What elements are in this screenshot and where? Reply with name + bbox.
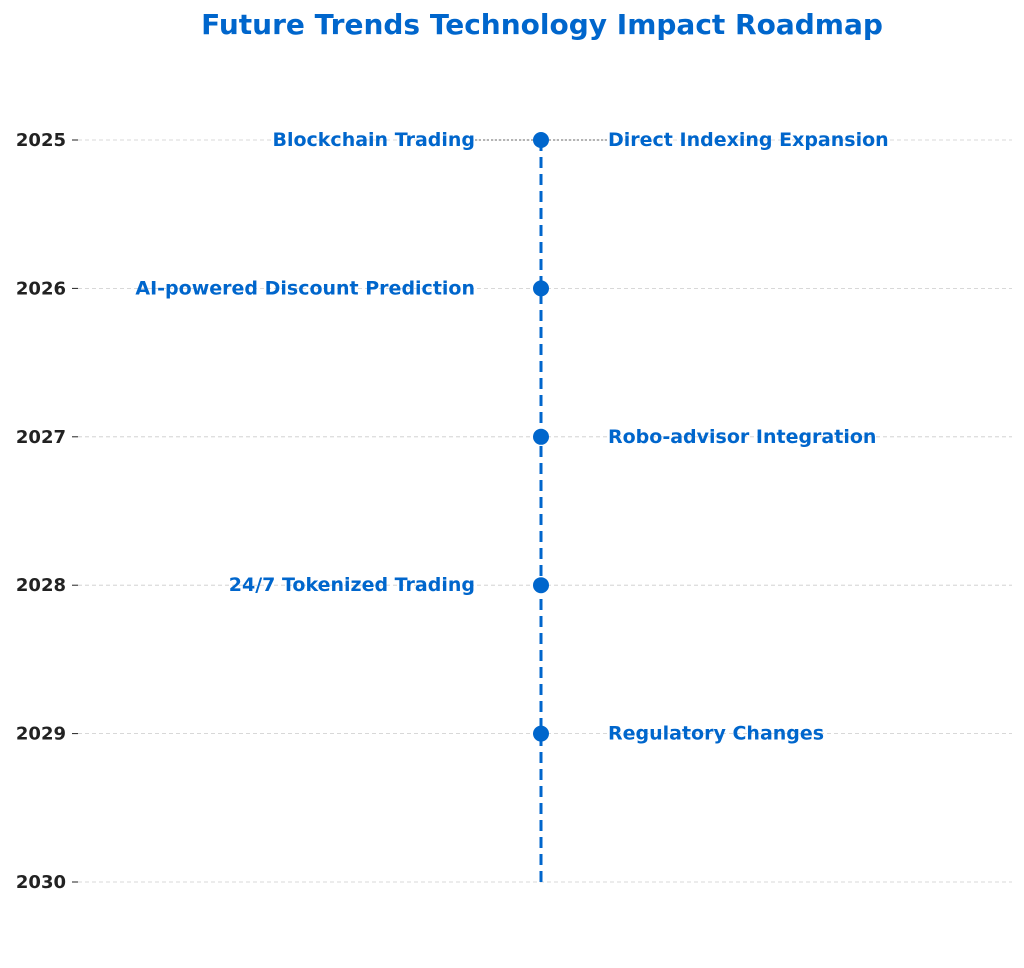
y-tick-label: 2030	[16, 872, 66, 893]
marker-layer	[533, 132, 549, 742]
event-label: Blockchain Trading	[272, 129, 475, 151]
event-label: Direct Indexing Expansion	[608, 129, 889, 151]
event-label: AI-powered Discount Prediction	[135, 277, 475, 299]
y-tick-label: 2025	[16, 130, 66, 151]
event-marker	[533, 280, 549, 297]
grid-layer	[78, 139, 1012, 883]
y-tick-label: 2029	[16, 724, 66, 745]
event-label: Regulatory Changes	[608, 723, 824, 745]
y-axis: 2025 2026 2027 2028 2029 2030	[16, 130, 78, 893]
y-tick-label: 2028	[16, 575, 66, 596]
y-tick-label: 2027	[16, 427, 66, 448]
chart-title: Future Trends Technology Impact Roadmap	[201, 8, 883, 41]
event-marker	[533, 132, 549, 148]
event-label: Robo-advisor Integration	[608, 426, 876, 448]
event-label: 24/7 Tokenized Trading	[229, 574, 475, 596]
event-marker	[533, 577, 549, 594]
event-marker	[533, 725, 549, 742]
event-marker	[533, 428, 549, 445]
y-tick-label: 2026	[16, 278, 66, 299]
event-labels: Blockchain Trading Direct Indexing Expans…	[135, 129, 888, 745]
